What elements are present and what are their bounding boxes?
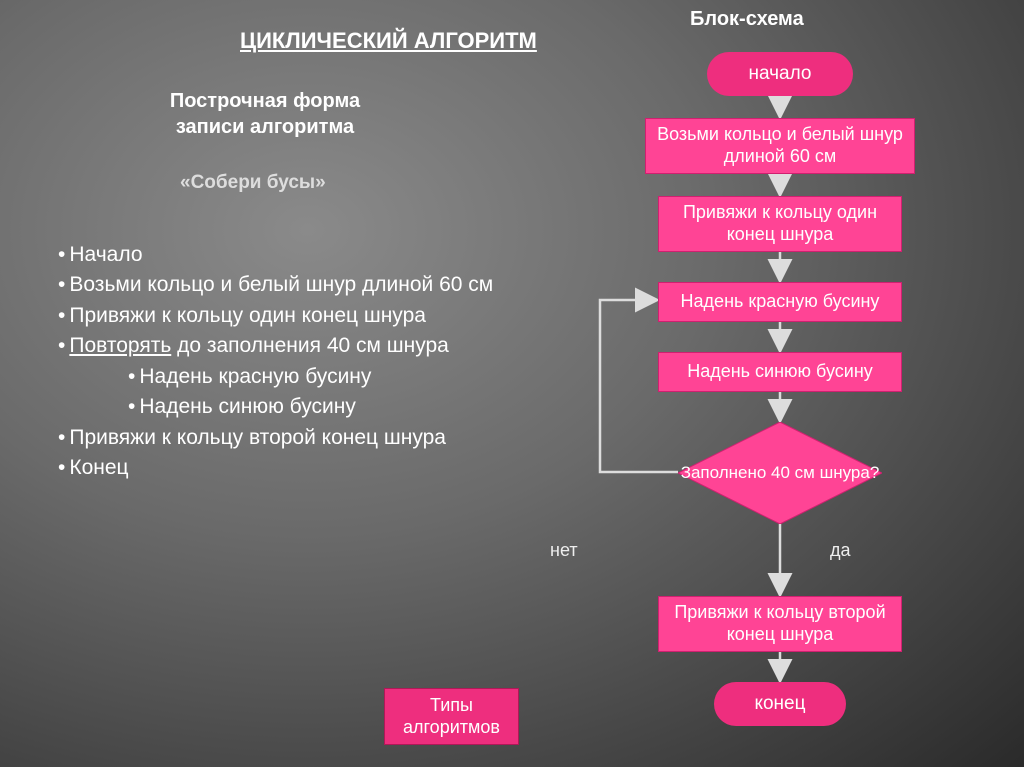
decision-text: Заполнено 40 см шнура? [678,422,882,524]
node-end: конец [714,682,846,726]
node-step3: Надень красную бусину [658,282,902,322]
node-decision: Заполнено 40 см шнура? [678,422,882,524]
node-start: начало [707,52,853,96]
types-line2: алгоритмов [403,717,500,737]
edge-label-yes: да [830,540,851,561]
node-step1: Возьми кольцо и белый шнур длиной 60 см [645,118,915,174]
types-line1: Типы [430,695,473,715]
node-step4: Надень синюю бусину [658,352,902,392]
types-button[interactable]: Типы алгоритмов [384,688,519,745]
node-step5: Привяжи к кольцу второй конец шнура [658,596,902,652]
node-step2: Привяжи к кольцу один конец шнура [658,196,902,252]
edge-label-no: нет [550,540,578,561]
